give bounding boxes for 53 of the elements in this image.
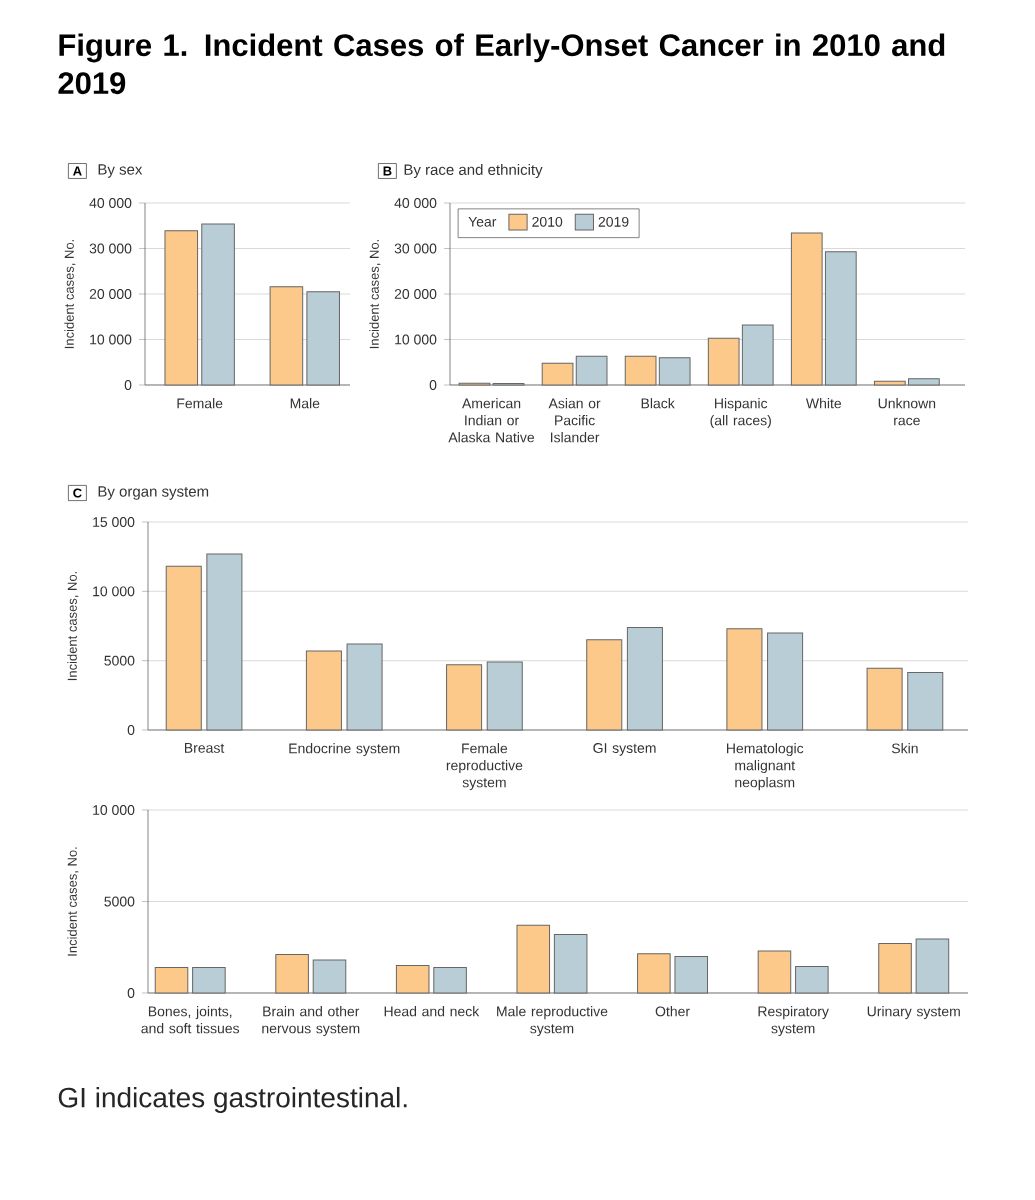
y-tick-label: 10 000 [395,334,437,345]
x-tick-label: Hematologic malignant neoplasm [727,743,804,791]
y-axis-title: Incident cases, No. [369,239,381,349]
chart-subtitle: By race and ethnicity [404,164,543,178]
x-tick-label: Head and neck [384,1006,480,1017]
x-tick-label: Male [290,398,320,409]
y-tick-label: 10 000 [93,805,135,815]
x-tick-label: Unknown race [878,398,936,426]
x-tick-label: Urinary system [867,1006,960,1020]
x-tick-label: Skin [891,743,918,754]
chart-subtitle: By sex [98,164,143,178]
y-tick-label: 40 000 [89,198,132,208]
y-tick-label: 20 000 [89,289,132,299]
x-tick-label: Black [641,398,675,409]
legend-label: 2019 [598,216,629,227]
y-tick-label: 5000 [104,896,135,907]
x-tick-label: Other [655,1006,690,1017]
x-tick-label: GI system [593,743,656,756]
text: C [73,488,82,498]
y-axis-title: Incident cases, No. [67,571,79,681]
y-tick-label: 30 000 [89,243,132,254]
x-tick-label: Bones, joints, and soft tissues [141,1006,240,1034]
y-tick-label: 0 [429,380,437,390]
x-tick-label: Brain and other nervous system [262,1006,360,1037]
x-tick-label: Respiratory system [758,1006,829,1037]
text: A [73,166,82,176]
y-tick-label: 10 000 [93,586,135,597]
x-tick-label: White [805,398,842,409]
y-tick-label: 15 000 [93,517,135,527]
x-tick-label: Female reproductive system [446,743,523,791]
y-tick-label: 0 [127,988,135,998]
x-tick-label: Female [177,398,223,409]
y-tick-label: 30 000 [394,243,437,254]
legend-title: Year [468,216,497,227]
legend-label: 2010 [532,216,563,227]
y-axis-title: Incident cases, No. [64,239,76,349]
text: GI indicates gastrointestinal. [58,1086,407,1114]
x-tick-label: Asian or Pacific Islander [548,398,601,443]
y-tick-label: 5000 [104,655,135,666]
y-tick-label: 20 000 [394,289,437,299]
x-tick-label: Breast [185,743,225,753]
x-tick-label: Endocrine system [289,743,400,757]
y-tick-label: 0 [124,380,132,390]
y-tick-label: 40 000 [394,198,437,208]
y-tick-label: 10 000 [90,334,132,345]
text: Figure 1. Incident Cases of Early-Onset Cancer in 2010 and 2019 [58,33,945,95]
chart-subtitle: By organ system [98,486,209,500]
y-tick-label: 0 [127,725,135,735]
y-axis-title: Incident cases, No. [67,847,79,956]
x-tick-label: Hispanic (all races) [710,398,771,429]
x-tick-label: American Indian or Alaska Native [448,398,535,443]
text: B [383,166,392,176]
x-tick-label: Male reproductive system [497,1006,608,1037]
